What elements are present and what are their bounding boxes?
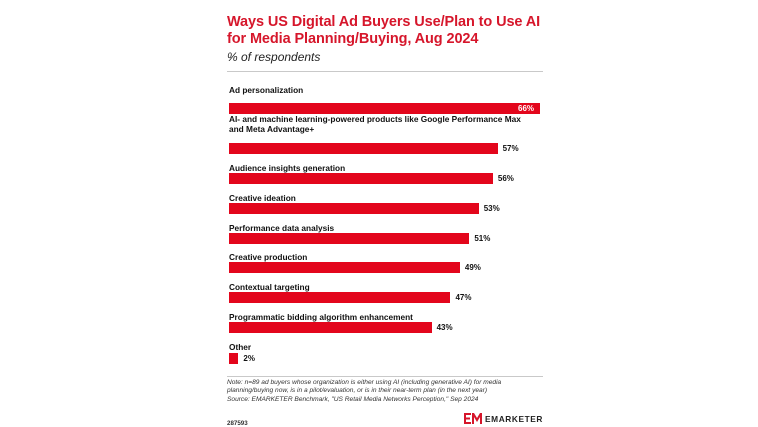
category-label: AI- and machine learning-powered product… xyxy=(229,114,521,134)
chart-id: 287593 xyxy=(227,420,248,427)
value-label: 47% xyxy=(455,293,472,302)
bar-chart: Ad personalization 66% AI- and machine lea… xyxy=(227,85,543,375)
note-text: Note: n=89 ad buyers whose organization … xyxy=(227,379,502,395)
chart-title: Ways US Digital Ad Buyers Use/Plan to Us… xyxy=(227,14,541,47)
brand-logo: EMARKETER xyxy=(464,413,543,424)
value-label: 51% xyxy=(474,234,491,243)
value-label: 49% xyxy=(464,263,481,272)
bar xyxy=(229,292,451,303)
value-label: 56% xyxy=(497,174,514,183)
bar xyxy=(229,103,540,114)
footer-divider xyxy=(227,376,543,377)
bar xyxy=(229,322,432,333)
source-text: Source: EMARKETER Benchmark, "US Retail … xyxy=(227,395,479,403)
chart-card: Ways US Digital Ad Buyers Use/Plan to Us… xyxy=(227,14,543,427)
bar xyxy=(229,262,460,273)
category-label: Programmatic bidding algorithm enhanceme… xyxy=(229,312,413,322)
category-label: Contextual targeting xyxy=(229,282,310,292)
bar xyxy=(229,353,239,364)
category-label: Performance data analysis xyxy=(229,223,335,233)
emarketer-logo-icon xyxy=(464,413,483,424)
chart-subtitle: % of respondents xyxy=(227,50,321,64)
category-label: Ad personalization xyxy=(229,85,304,95)
footnote: Note: n=89 ad buyers whose organization … xyxy=(227,379,543,404)
value-label: 57% xyxy=(502,144,519,153)
category-label: Other xyxy=(229,342,252,352)
value-label: 43% xyxy=(436,323,453,332)
bar xyxy=(229,233,470,244)
category-label: Audience insights generation xyxy=(229,163,346,173)
category-label: Creative ideation xyxy=(229,193,296,203)
header-divider xyxy=(227,71,543,72)
bar xyxy=(229,203,479,214)
brand-name: EMARKETER xyxy=(485,413,543,424)
bar xyxy=(229,173,493,184)
category-label: Creative production xyxy=(229,252,308,262)
value-label: 2% xyxy=(243,354,255,363)
value-label: 66% xyxy=(518,104,535,113)
bar xyxy=(229,143,498,154)
value-label: 53% xyxy=(483,204,500,213)
